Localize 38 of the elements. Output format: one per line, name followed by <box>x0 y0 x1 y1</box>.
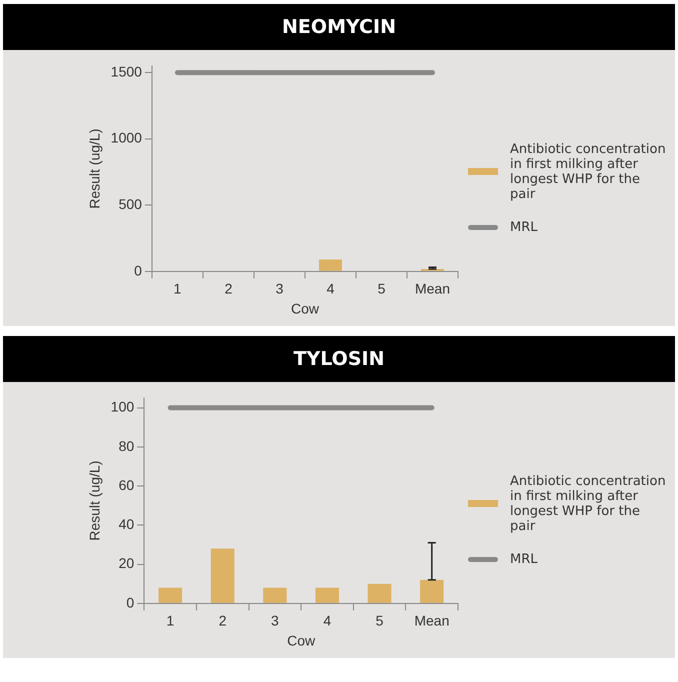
x-tick-label: 5 <box>376 612 384 629</box>
y-tick-label: 0 <box>134 262 142 278</box>
bar <box>263 588 287 603</box>
y-tick-label: 500 <box>118 196 142 212</box>
x-tick-label: 3 <box>271 612 280 629</box>
x-axis-title: Cow <box>290 300 320 316</box>
chart-title: TYLOSIN <box>3 336 675 382</box>
y-tick-label: 60 <box>118 476 134 493</box>
y-axis-title: Result (ug/L) <box>86 128 102 209</box>
legend-label: MRL <box>510 552 538 566</box>
y-axis-title: Result (ug/L) <box>86 460 102 541</box>
y-tick-label: 0 <box>126 594 134 610</box>
x-axis-title: Cow <box>287 632 316 648</box>
y-tick-label: 100 <box>110 398 134 415</box>
x-tick-label: Mean <box>414 612 450 629</box>
y-tick-label: 1000 <box>110 130 142 146</box>
x-tick-label: 2 <box>218 612 227 629</box>
x-tick-label: Mean <box>414 280 450 297</box>
legend-label: Antibiotic concentration in first milking after longest WHP for the pair <box>510 142 667 202</box>
x-tick-label: 1 <box>166 612 174 629</box>
legend-label: MRL <box>510 220 538 234</box>
x-tick-label: 5 <box>378 280 386 297</box>
bar <box>158 588 182 603</box>
x-tick-label: 4 <box>326 280 335 297</box>
legend-label: Antibiotic concentration in first milking after longest WHP for the pair <box>510 474 667 534</box>
bar <box>210 548 234 603</box>
bar <box>368 584 392 603</box>
y-tick-label: 40 <box>118 516 134 532</box>
y-tick-label: 80 <box>118 438 134 454</box>
y-tick-label: 20 <box>118 555 134 572</box>
x-tick-label: 4 <box>323 612 332 629</box>
bar <box>420 580 444 603</box>
chart-title: NEOMYCIN <box>3 4 675 50</box>
y-tick-label: 1500 <box>110 63 142 80</box>
bar <box>315 588 339 603</box>
x-tick-label: 2 <box>224 280 233 297</box>
x-tick-label: 3 <box>276 280 284 297</box>
x-tick-label: 1 <box>174 280 182 297</box>
